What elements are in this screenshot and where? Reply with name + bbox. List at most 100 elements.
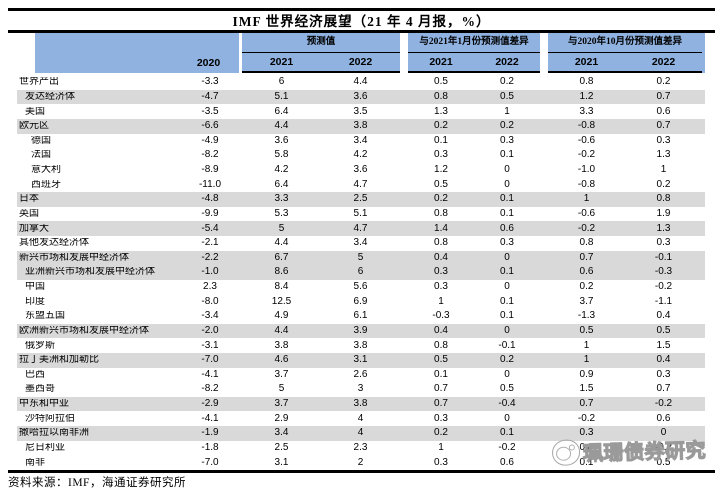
header-group-diff-oct2020: 与2020年10月份预测值差异 bbox=[548, 33, 702, 53]
cell-value: 12.5 bbox=[271, 295, 292, 307]
cell-value: 0.5 bbox=[434, 354, 448, 366]
cell-value: 0.8 bbox=[656, 193, 671, 205]
cell-value: 5.8 bbox=[274, 149, 289, 161]
header-col-2020: 2020 bbox=[178, 53, 242, 73]
cell-value: 0.7 bbox=[579, 398, 594, 410]
cell-value: 0.2 bbox=[434, 193, 448, 205]
table-row: 其他发达经济体 -2.1 4.4 3.4 0.8 0.3 0.8 0.3 bbox=[17, 236, 705, 251]
cell-value: -1.3 bbox=[577, 310, 596, 322]
cell-value: 3.4 bbox=[353, 134, 368, 146]
cell-value: 0.5 bbox=[656, 456, 671, 468]
table-row: 南非 -7.0 3.1 2 0.3 0.6 0.1 0.5 bbox=[17, 455, 705, 470]
cell-value: 8.4 bbox=[274, 281, 289, 293]
cell-value: 0.2 bbox=[500, 354, 514, 366]
table-row: 美国 -3.5 6.4 3.5 1.3 1 3.3 0.6 bbox=[17, 104, 705, 119]
cell-value: 4.6 bbox=[274, 354, 289, 366]
cell-value: -3.4 bbox=[201, 310, 219, 322]
cell-value: 0.5 bbox=[434, 76, 448, 88]
cell-value: 2.9 bbox=[274, 412, 289, 424]
cell-value: -0.6 bbox=[577, 207, 596, 219]
cell-value: 2.3 bbox=[203, 281, 217, 293]
cell-value: 0.3 bbox=[579, 427, 594, 439]
row-label: 其他发达经济体 bbox=[19, 238, 89, 249]
title-bottom-rule bbox=[8, 30, 715, 33]
header-col-forecast-2022: 2022 bbox=[321, 53, 400, 73]
table-row: 日本 -4.8 3.3 2.5 0.2 0.1 1 0.8 bbox=[17, 192, 705, 207]
cell-value: 6.7 bbox=[274, 251, 289, 263]
cell-value: -2.1 bbox=[201, 237, 219, 249]
cell-value: -0.2 bbox=[654, 441, 673, 453]
cell-value: -1.0 bbox=[201, 266, 219, 278]
top-rule bbox=[8, 8, 715, 11]
cell-value: 0.1 bbox=[500, 207, 514, 219]
cell-value: 3 bbox=[357, 383, 364, 395]
cell-value: 0.8 bbox=[579, 76, 594, 88]
cell-value: 5.3 bbox=[274, 207, 289, 219]
table-row: 中国 2.3 8.4 5.6 0.3 0 0.2 -0.2 bbox=[17, 280, 705, 295]
table-row: 亚洲新兴市场和发展中经济体 -1.0 8.6 6 0.3 0.1 0.6 -0.3 bbox=[17, 265, 705, 280]
cell-value: 5.1 bbox=[353, 207, 368, 219]
cell-value: -6.6 bbox=[201, 120, 219, 132]
cell-value: -4.9 bbox=[201, 134, 219, 146]
cell-value: 5.6 bbox=[353, 281, 368, 293]
row-label: 发达经济体 bbox=[25, 91, 75, 102]
cell-value: -0.2 bbox=[577, 149, 596, 161]
row-label: 新兴市场和发展中经济体 bbox=[19, 252, 129, 263]
row-label: 尼日利亚 bbox=[25, 442, 65, 453]
cell-value: 0 bbox=[504, 412, 510, 424]
cell-value: -1.8 bbox=[201, 441, 219, 453]
cell-value: -2.2 bbox=[201, 251, 219, 263]
cell-value: -8.2 bbox=[201, 383, 219, 395]
cell-value: 2.5 bbox=[353, 193, 368, 205]
cell-value: 3.8 bbox=[353, 120, 368, 132]
row-label: 印度 bbox=[25, 296, 45, 307]
table-row: 发达经济体 -4.7 5.1 3.6 0.8 0.5 1.2 0.7 bbox=[17, 89, 705, 105]
row-label: 巴西 bbox=[25, 369, 45, 380]
cell-value: 0.5 bbox=[656, 324, 671, 336]
cell-value: -3.5 bbox=[201, 105, 219, 117]
cell-value: 6 bbox=[278, 76, 285, 88]
cell-value: 0.8 bbox=[434, 207, 448, 219]
table-body: 世界产出 -3.3 6 4.4 0.5 0.2 0.8 0.2 发达经济体 -4.7 5.1 3.6 0… bbox=[17, 75, 705, 470]
row-label: 西班牙 bbox=[31, 179, 61, 190]
cell-value: 0.2 bbox=[656, 76, 671, 88]
cell-value: -0.2 bbox=[654, 281, 673, 293]
table-row: 尼日利亚 -1.8 2.5 2.3 1 -0.2 0.8 -0.2 bbox=[17, 441, 705, 456]
table-row: 加拿大 -5.4 5 4.7 1.4 0.6 -0.2 1.3 bbox=[17, 221, 705, 236]
cell-value: -0.3 bbox=[432, 310, 450, 322]
cell-value: 1.4 bbox=[434, 222, 448, 234]
cell-value: 0.5 bbox=[500, 383, 514, 395]
cell-value: 4.4 bbox=[353, 76, 368, 88]
cell-value: 4.7 bbox=[353, 222, 368, 234]
cell-value: 0.7 bbox=[656, 120, 671, 132]
table-row: 撒哈拉以南非洲 -1.9 3.4 4 0.2 0.1 0.3 0 bbox=[17, 426, 705, 441]
cell-value: 6.4 bbox=[274, 178, 289, 190]
row-label: 南非 bbox=[25, 457, 45, 468]
cell-value: 0.8 bbox=[434, 339, 448, 351]
cell-value: 4.4 bbox=[274, 324, 289, 336]
cell-value: -0.2 bbox=[498, 441, 516, 453]
table-row: 沙特阿拉伯 -4.1 2.9 4 0.3 0 -0.2 0.6 bbox=[17, 411, 705, 426]
table-row: 拉丁美洲和加勒比 -7.0 4.6 3.1 0.5 0.2 1 0.4 bbox=[17, 352, 705, 368]
row-label: 加拿大 bbox=[19, 223, 49, 234]
cell-value: 3.1 bbox=[353, 354, 368, 366]
page-title: IMF 世界经济展望（21 年 4 月报，%） bbox=[232, 14, 491, 29]
cell-value: -0.2 bbox=[577, 222, 596, 234]
cell-value: 6.9 bbox=[353, 295, 368, 307]
cell-value: 0.2 bbox=[656, 178, 671, 190]
cell-value: 0.3 bbox=[656, 237, 671, 249]
cell-value: 6 bbox=[357, 266, 364, 278]
cell-value: 0.7 bbox=[579, 251, 594, 263]
cell-value: 0.2 bbox=[434, 120, 448, 132]
cell-value: 1 bbox=[583, 193, 590, 205]
cell-value: -8.9 bbox=[201, 164, 219, 176]
cell-value: 0.2 bbox=[579, 281, 594, 293]
cell-value: 0.6 bbox=[579, 266, 594, 278]
row-label: 墨西哥 bbox=[25, 384, 55, 395]
cell-value: 0 bbox=[504, 251, 510, 263]
cell-value: -0.3 bbox=[654, 266, 673, 278]
table-row: 中东和中亚 -2.9 3.7 3.8 0.7 -0.4 0.7 -0.2 bbox=[17, 396, 705, 412]
cell-value: 0.6 bbox=[500, 456, 514, 468]
cell-value: 0.8 bbox=[434, 237, 448, 249]
cell-value: -0.2 bbox=[577, 412, 596, 424]
